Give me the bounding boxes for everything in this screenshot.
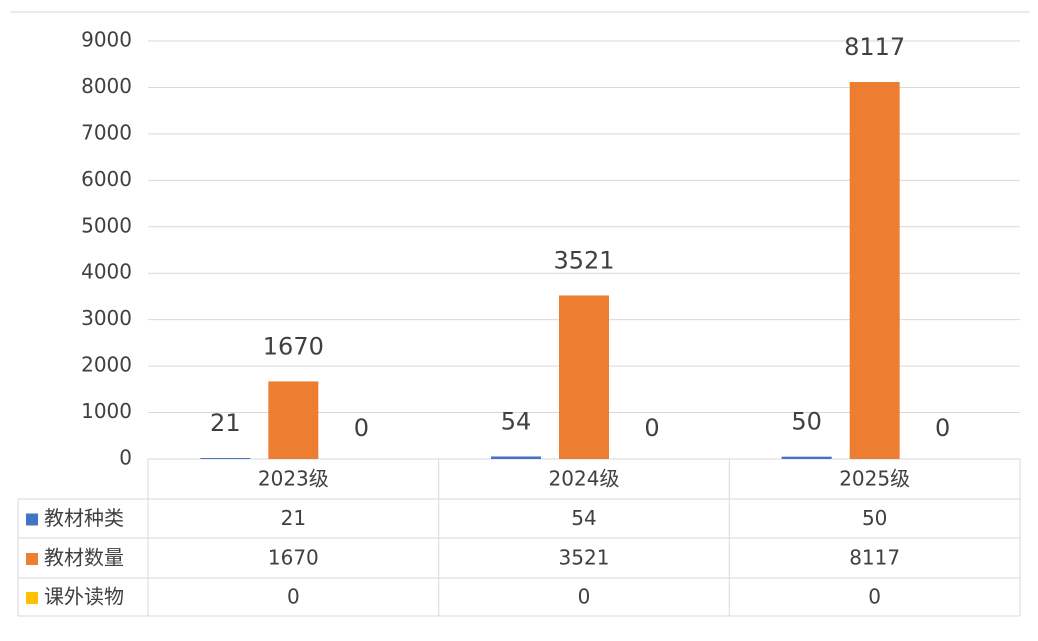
data-label: 1670	[263, 332, 324, 360]
legend-key	[26, 592, 38, 604]
data-label: 8117	[844, 33, 905, 61]
y-tick-label: 8000	[81, 74, 132, 98]
table-cell: 21	[281, 506, 306, 530]
y-tick-label: 5000	[81, 213, 132, 237]
y-tick-label: 2000	[81, 353, 132, 377]
data-label: 0	[935, 414, 950, 442]
x-tick-label: 2023级	[258, 467, 329, 491]
data-label: 54	[501, 407, 532, 435]
bar	[491, 456, 541, 459]
data-label: 50	[791, 408, 822, 436]
y-tick-label: 4000	[81, 260, 132, 284]
y-tick-label: 9000	[81, 28, 132, 52]
table-cell: 8117	[849, 546, 900, 570]
data-label: 0	[644, 414, 659, 442]
y-tick-label: 1000	[81, 399, 132, 423]
table-cell: 3521	[559, 546, 610, 570]
data-label: 0	[354, 414, 369, 442]
legend-key	[26, 513, 38, 526]
bar	[559, 295, 609, 459]
bar	[200, 458, 251, 459]
bar	[781, 456, 832, 459]
table-cell: 1670	[268, 546, 319, 570]
table-cell: 0	[868, 585, 881, 609]
legend-label: 教材数量	[44, 546, 124, 570]
y-tick-label: 3000	[81, 306, 132, 330]
table-cell: 54	[571, 506, 596, 530]
y-tick-label: 7000	[81, 120, 132, 144]
bar	[849, 82, 900, 460]
data-label: 3521	[553, 246, 614, 274]
x-tick-label: 2024级	[549, 467, 620, 491]
y-tick-label: 6000	[81, 167, 132, 191]
data-label: 21	[210, 409, 241, 437]
table-cell: 50	[862, 506, 887, 530]
x-tick-label: 2025级	[839, 467, 910, 491]
y-tick-label: 0	[119, 446, 132, 470]
legend-label: 课外读物	[44, 585, 124, 609]
legend-label: 教材种类	[44, 506, 124, 530]
table-cell: 0	[578, 585, 591, 609]
legend-key	[26, 553, 38, 565]
bar	[268, 381, 319, 459]
table-cell: 0	[287, 585, 300, 609]
